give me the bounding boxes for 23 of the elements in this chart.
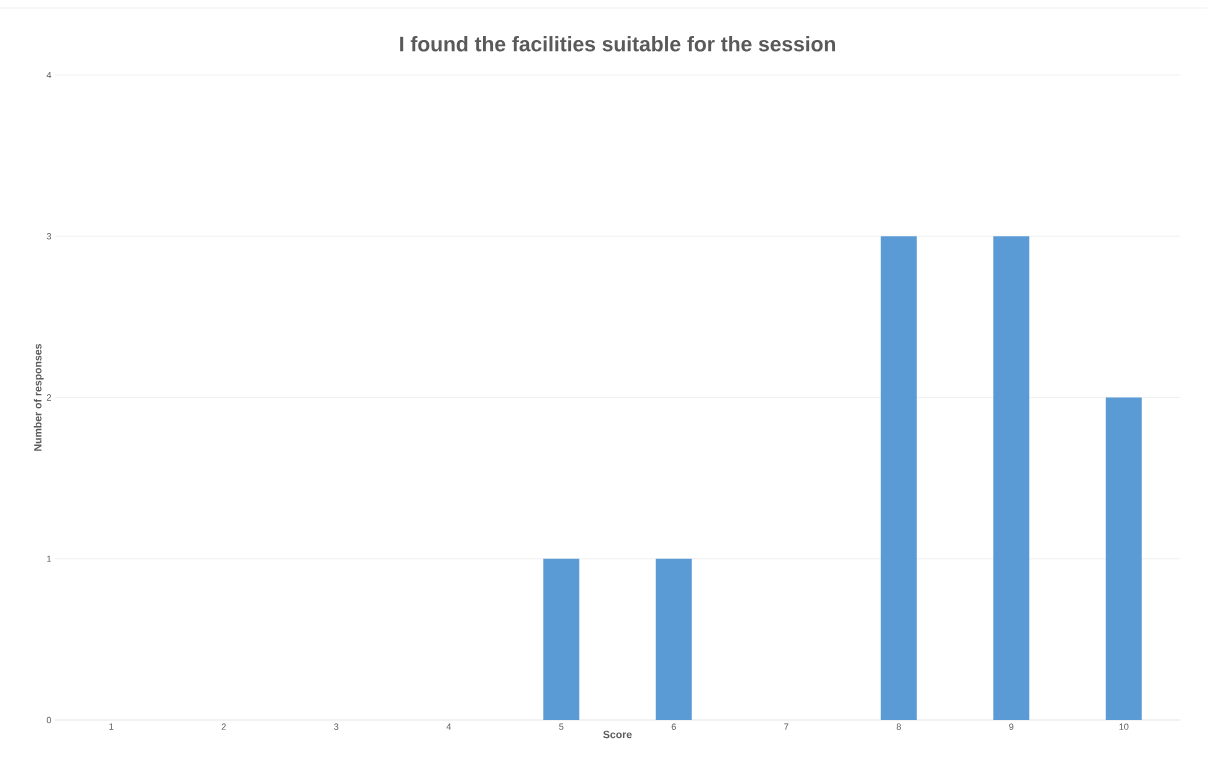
bar <box>880 236 917 720</box>
x-tick-label: 7 <box>784 723 789 730</box>
y-axis-title: Number of responses <box>33 343 44 451</box>
y-tick-label: 0 <box>46 716 52 724</box>
x-axis-title: Score <box>603 730 632 739</box>
x-tick-label: 6 <box>671 723 676 730</box>
bar <box>993 236 1030 720</box>
x-tick-label: 2 <box>221 723 226 730</box>
bar <box>655 558 692 720</box>
bar <box>1105 397 1142 720</box>
x-tick-label: 4 <box>446 723 451 730</box>
x-tick-label: 9 <box>1009 723 1014 730</box>
bar <box>543 558 580 720</box>
y-tick-label: 4 <box>46 71 52 79</box>
x-tick-label: 1 <box>109 723 114 730</box>
y-tick-label: 3 <box>46 233 52 240</box>
x-tick-label: 8 <box>896 723 901 730</box>
y-tick-label: 2 <box>46 394 52 401</box>
x-tick-label: 10 <box>1119 723 1129 730</box>
y-tick-label: 1 <box>47 555 52 562</box>
chart-title: I found the facilities suitable for the session <box>400 36 836 52</box>
x-tick-label: 3 <box>334 723 339 730</box>
x-tick-label: 5 <box>559 723 564 730</box>
